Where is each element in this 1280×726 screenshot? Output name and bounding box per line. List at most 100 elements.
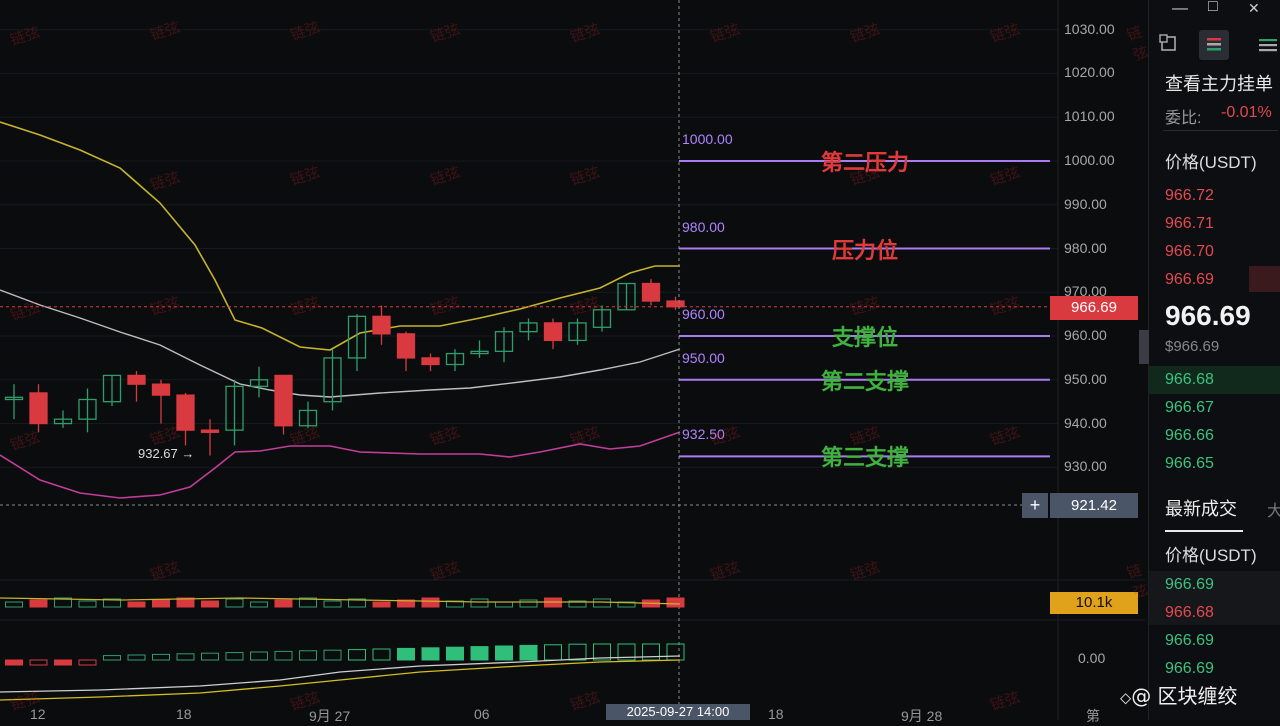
crosshair-price-tag: 921.42 — [1050, 493, 1138, 518]
last-price: 966.69 — [1165, 300, 1251, 331]
volume-bar — [29, 599, 48, 608]
macd-dif-line — [0, 655, 681, 693]
y-tick: 930.00 — [1064, 458, 1107, 475]
macd-bar — [568, 643, 587, 661]
brand-text: @ 区块缠绞 — [1131, 684, 1238, 708]
bid-depth-bar — [1149, 366, 1280, 394]
link-icon: ⬦ — [1120, 688, 1132, 707]
x-tick: 06 — [474, 706, 490, 722]
candle-body — [347, 315, 367, 359]
ratio-value: -0.01% — [1221, 104, 1272, 121]
volume-bar — [225, 598, 244, 608]
divider — [1163, 130, 1278, 131]
y-tick: 970.00 — [1064, 283, 1107, 300]
candle-body — [249, 379, 269, 388]
volume-bar — [5, 601, 23, 608]
macd-bar — [225, 652, 244, 661]
tab-latest-trades[interactable]: 最新成交 — [1165, 499, 1237, 519]
candle-body — [78, 398, 97, 420]
volume-bar — [274, 599, 293, 608]
y-tick: 1030.00 — [1064, 20, 1115, 37]
x-tick: 12 — [30, 706, 46, 722]
macd-bar — [176, 653, 195, 661]
macd-bar — [274, 650, 293, 661]
ask-row[interactable]: 966.72 — [1165, 187, 1214, 204]
ratio-label: 委比: — [1165, 110, 1202, 127]
candle-body — [102, 374, 122, 403]
volume-bar — [593, 598, 611, 608]
lower-band-line — [0, 431, 681, 499]
collapse-panel-handle[interactable] — [1139, 330, 1149, 364]
candle-body — [372, 315, 391, 335]
y-tick: 1010.00 — [1064, 108, 1115, 125]
maximize-button[interactable]: □ — [1208, 0, 1218, 15]
tab-large-trades[interactable]: 大 — [1267, 503, 1280, 520]
macd-bar — [446, 646, 464, 661]
volume-bar — [127, 601, 146, 608]
candle-body — [666, 300, 685, 308]
volume-bar — [421, 597, 440, 608]
candle-body — [176, 394, 195, 431]
price-header: 价格(USDT) — [1165, 153, 1257, 172]
x-tick: 第 — [1086, 708, 1100, 724]
candle-body — [641, 282, 661, 302]
macd-bar — [299, 650, 317, 661]
x-tick: 9月 27 — [309, 708, 351, 724]
ask-depth-bar — [1249, 266, 1280, 292]
ask-row[interactable]: 966.70 — [1165, 243, 1214, 260]
orderbook-panel: 查看主力挂单 委比: -0.01% 价格(USDT) 966.72 966.71… — [1139, 0, 1280, 720]
whale-orders-link[interactable]: 查看主力挂单 — [1165, 74, 1273, 94]
candle-body — [225, 385, 244, 431]
level-name: 第二压力 — [820, 151, 909, 176]
y-tick: 1000.00 — [1064, 152, 1115, 168]
level-value: 950.00 — [682, 349, 725, 366]
macd-bar — [127, 654, 146, 661]
minimize-button[interactable]: — — [1172, 0, 1188, 17]
crosshair-time-tag: 2025-09-27 14:00 — [606, 704, 750, 720]
layout-icon[interactable] — [1159, 34, 1183, 56]
x-tick: 9月 28 — [901, 708, 943, 724]
volume-bar — [323, 600, 342, 608]
y-tick: 950.00 — [1064, 370, 1107, 387]
price-chart[interactable]: 1030.00 1020.00 1010.00 1000.00 990.00 980.00… — [0, 0, 1151, 724]
bid-row[interactable]: 966.68 — [1165, 371, 1214, 388]
bid-row[interactable]: 966.66 — [1165, 427, 1214, 444]
volume-bar — [299, 597, 317, 608]
candle-body — [4, 396, 24, 401]
volume-bar — [372, 601, 391, 608]
macd-bar — [103, 655, 121, 661]
chart-canvas[interactable] — [0, 0, 1145, 720]
volume-bar — [54, 597, 72, 608]
volume-bar — [250, 601, 268, 608]
volume-bar — [397, 599, 415, 608]
bid-row[interactable]: 966.67 — [1165, 399, 1214, 416]
volume-bar — [495, 601, 513, 608]
level-name: 第二支撑 — [820, 369, 909, 395]
volume-bar — [348, 598, 366, 608]
candle-body — [298, 409, 318, 427]
candle-body — [396, 333, 416, 359]
orderbook-tab-icon[interactable] — [1199, 30, 1229, 60]
candle-body — [127, 374, 146, 385]
macd-bar — [519, 644, 538, 661]
volume-tag: 10.1k — [1050, 592, 1138, 614]
trades-price-header: 价格(USDT) — [1165, 546, 1257, 565]
candle-body — [274, 374, 293, 427]
list-view-icon[interactable] — [1257, 36, 1280, 56]
volume-bar — [176, 597, 195, 608]
macd-bar — [544, 644, 562, 661]
macd-bar — [421, 647, 440, 661]
y-tick: 1020.00 — [1064, 64, 1115, 81]
candle-body — [494, 331, 514, 353]
add-alert-button[interactable]: + — [1022, 493, 1048, 518]
close-button[interactable]: ✕ — [1248, 0, 1260, 16]
level-value: 980.00 — [682, 218, 725, 235]
ask-row[interactable]: 966.71 — [1165, 215, 1214, 232]
ask-row[interactable]: 966.69 — [1165, 271, 1214, 288]
macd-bar — [593, 643, 611, 661]
candle-body — [617, 282, 636, 311]
bid-row[interactable]: 966.65 — [1165, 455, 1214, 472]
macd-dea-line — [0, 659, 681, 701]
candle-body — [568, 322, 587, 342]
brand-watermark: ⬦@ 区块缠绞 — [1120, 680, 1238, 709]
